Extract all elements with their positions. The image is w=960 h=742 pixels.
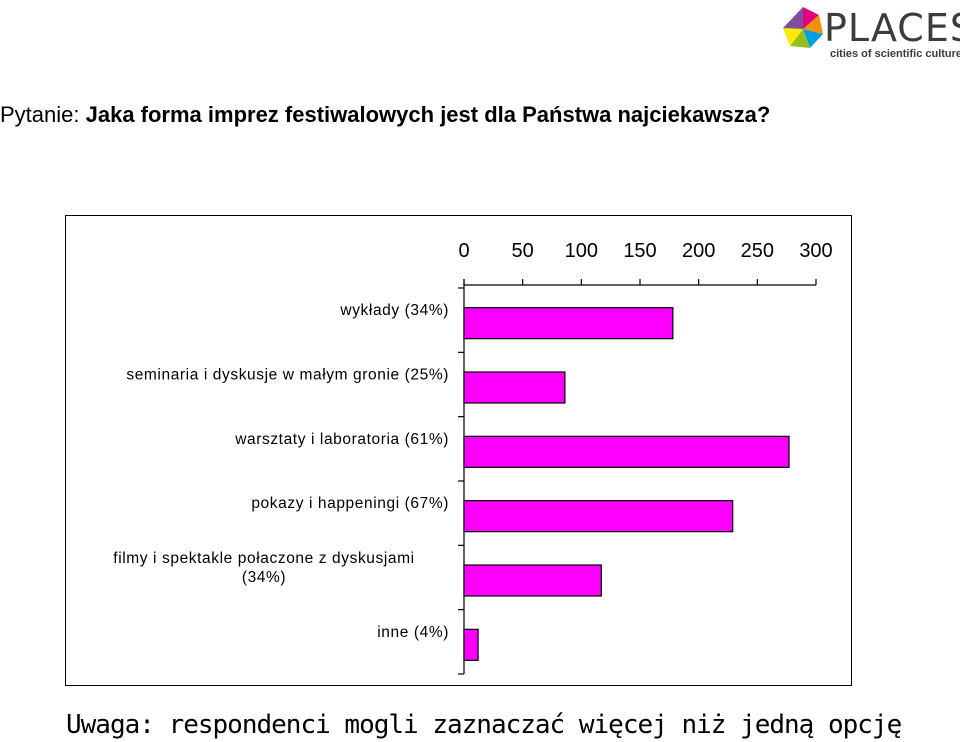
category-label: wykłady (34%): [339, 302, 449, 319]
x-tick-label: 50: [512, 240, 534, 262]
question-prefix: Pytanie:: [0, 102, 86, 127]
category-label: warsztaty i laboratoria (61%): [234, 431, 449, 448]
bar: [463, 307, 674, 340]
category-label: filmy i spektakle połaczone z dyskusjami: [113, 550, 414, 567]
logo-facet-2: [803, 15, 823, 34]
bar-chart: 0 50 100 150 200 250 300 wykłady (34%) seminaria…: [113, 240, 833, 675]
bar: [463, 435, 790, 468]
places-logo: PLACES cities of scientific culture: [778, 4, 960, 62]
x-tick-label: 100: [565, 240, 598, 262]
x-tick-label: 150: [623, 240, 656, 262]
places-logo-icon: [783, 7, 823, 48]
bar: [463, 500, 734, 533]
bar: [463, 628, 479, 661]
logo-tagline: cities of scientific culture: [830, 48, 960, 60]
bar: [463, 371, 566, 404]
logo-facet-4: [790, 29, 810, 48]
category-label: seminaria i dyskusje w małym gronie (25%…: [126, 367, 449, 384]
logo-facet-5: [783, 28, 803, 46]
logo-facet-6: [783, 7, 803, 29]
x-tick-label: 250: [741, 240, 774, 262]
x-tick-label: 200: [682, 240, 715, 262]
category-label: inne (4%): [377, 624, 449, 641]
category-label: (34%): [242, 569, 286, 586]
x-tick-label: 300: [799, 240, 832, 262]
x-tick-label: 0: [458, 240, 469, 262]
bar: [463, 564, 602, 597]
category-label: pokazy i happeningi (67%): [251, 495, 449, 512]
question-heading: Pytanie: Jaka forma imprez festiwalowych…: [0, 102, 770, 128]
footnote: Uwaga: respondenci mogli zaznaczać więce…: [66, 710, 902, 740]
logo-facet-3: [803, 29, 823, 48]
question-text: Jaka forma imprez festiwalowych jest dla…: [85, 102, 771, 127]
logo-wordmark: PLACES: [824, 6, 960, 50]
logo-facet-1: [803, 7, 819, 29]
chart-frame: 0 50 100 150 200 250 300 wykłady (34%) seminaria…: [65, 215, 852, 686]
